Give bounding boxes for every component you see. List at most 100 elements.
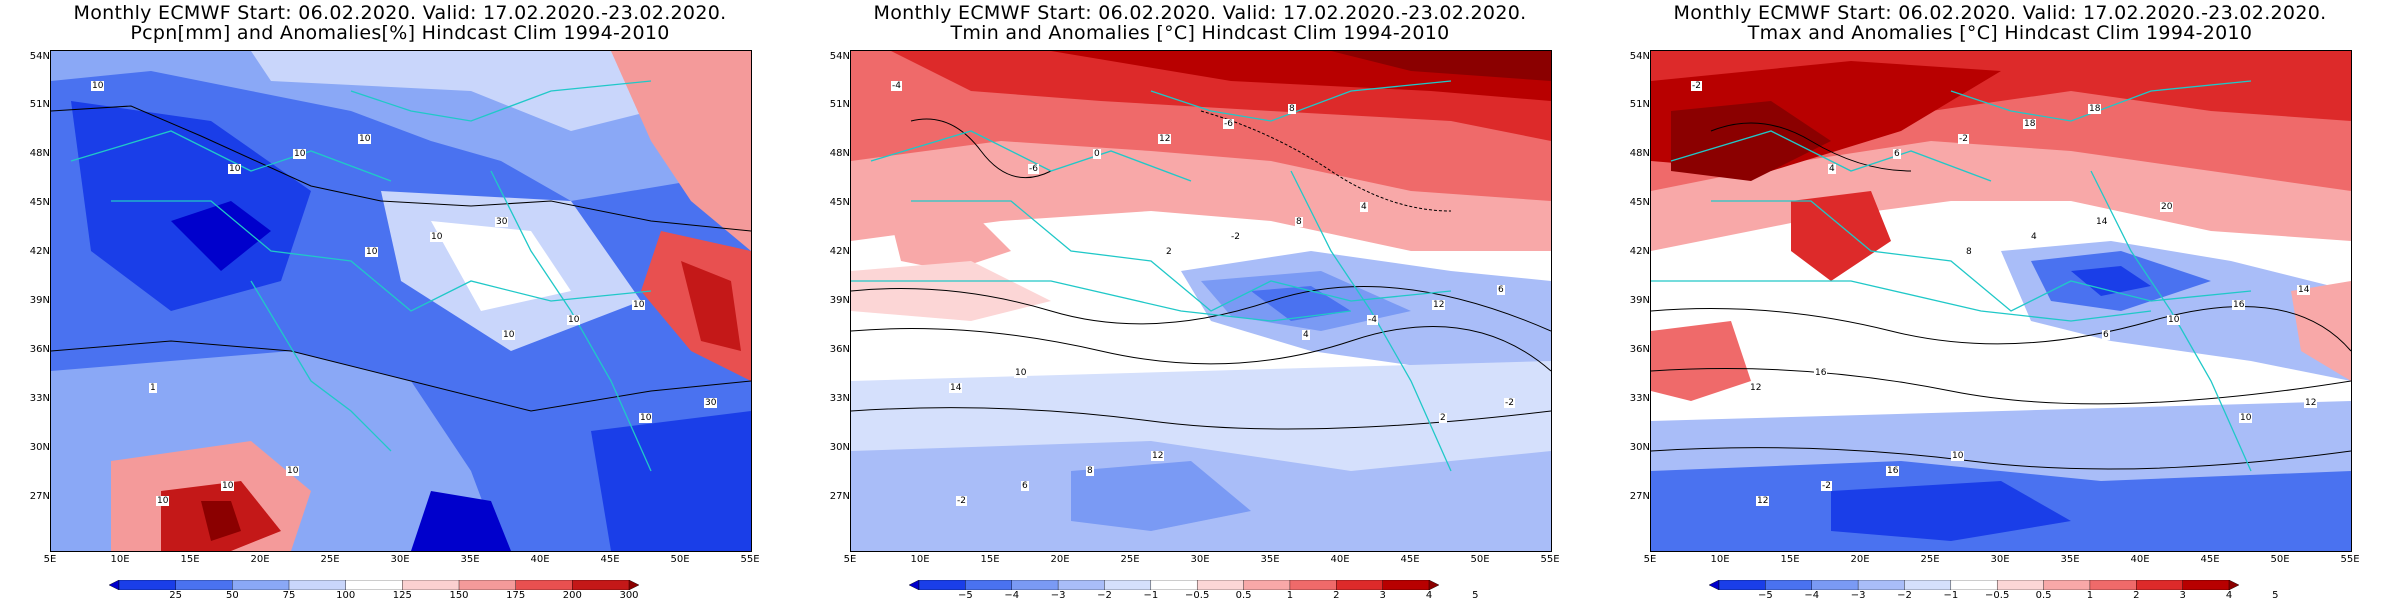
- longitude-tick-label: 45E: [1400, 554, 1420, 565]
- contour-label: 10: [91, 81, 105, 91]
- longitude-tick-label: 10E: [1710, 554, 1730, 565]
- tmin-field: [851, 51, 1551, 551]
- colorbar-segment: [1336, 580, 1384, 590]
- colorbar-label: −3: [1850, 590, 1866, 601]
- longitude-tick-label: 55E: [2340, 554, 2360, 565]
- colorbar-segment: [2089, 580, 2137, 590]
- colorbar-label: 300: [619, 590, 639, 601]
- latitude-tick-label: 30N: [1629, 442, 1650, 454]
- contour-label: -2: [1691, 81, 1702, 91]
- contour-label: 12: [1756, 496, 1770, 506]
- latitude-tick-label: 39N: [829, 295, 850, 307]
- colorbar-label: 0.5: [2035, 590, 2052, 601]
- colorbar-segment: [1950, 580, 1998, 590]
- colorbar-label: 200: [562, 590, 582, 601]
- longitude-tick-label: 5E: [1643, 554, 1657, 565]
- colorbar-segment: [918, 580, 967, 590]
- contour-label: 10: [632, 300, 646, 310]
- colorbar-segment: [1243, 580, 1291, 590]
- colorbar-segment: [232, 580, 290, 590]
- contour-label: 10: [502, 330, 516, 340]
- contour-label: 14: [2095, 217, 2109, 227]
- colorbar-segment: [288, 580, 347, 590]
- latitude-tick-label: 27N: [1629, 491, 1650, 503]
- colorbar-segment: [572, 580, 630, 590]
- latitude-tick-label: 30N: [29, 442, 50, 454]
- colorbar-segment: [1996, 580, 2045, 590]
- contour-label: -4: [891, 81, 902, 91]
- panel-title-line2: Pcpn[mm] and Anomalies[%] Hindcast Clim …: [130, 22, 670, 44]
- contour-label: 6: [1497, 285, 1505, 295]
- contour-label: 4: [1302, 330, 1310, 340]
- colorbar-label: −2: [1897, 590, 1912, 601]
- latitude-tick-label: 33N: [829, 393, 850, 405]
- contour-label: 10: [365, 247, 379, 257]
- colorbar-label: 4: [1425, 590, 1433, 601]
- latitude-tick-label: 45N: [29, 197, 50, 209]
- colorbar-segment: [175, 580, 234, 590]
- colorbar-label: 50: [225, 590, 239, 601]
- contour-label: 14: [949, 383, 963, 393]
- latitude-tick-label: 27N: [29, 491, 50, 503]
- colorbar-label: −1: [1943, 590, 1959, 601]
- colorbar-label: 3: [2179, 590, 2186, 601]
- colorbar-segment: [909, 580, 920, 590]
- panel-title-line1: Monthly ECMWF Start: 06.02.2020. Valid: …: [873, 2, 1527, 24]
- longitude-tick-label: 40E: [1330, 554, 1350, 565]
- contour-label: -2: [1230, 232, 1241, 242]
- longitude-tick-label: 40E: [2130, 554, 2150, 565]
- contour-label: 16: [1814, 368, 1828, 378]
- colorbar-segment: [118, 580, 177, 590]
- colorbar-segment: [515, 580, 574, 590]
- colorbar-label: −1: [1143, 590, 1159, 601]
- longitude-tick-label: 30E: [390, 554, 410, 565]
- tmax-field: [1651, 51, 2351, 551]
- contour-label: 8: [1288, 104, 1296, 114]
- contour-label: -2: [1958, 134, 1969, 144]
- colorbar-segment: [1057, 580, 1106, 590]
- contour-label: -2: [1504, 398, 1515, 408]
- colorbar-segment: [109, 580, 120, 590]
- colorbar-segment: [1196, 580, 1245, 590]
- colorbar-label: −4: [1804, 590, 1820, 601]
- contour-label: 6: [1893, 149, 1901, 159]
- colorbar-label: 2: [1333, 590, 1340, 601]
- colorbar-label: 1: [2086, 590, 2094, 601]
- colorbar-segment: [1011, 580, 1059, 590]
- contour-label: 18: [2023, 119, 2037, 129]
- colorbar-label: 75: [282, 590, 296, 601]
- longitude-tick-label: 35E: [1260, 554, 1280, 565]
- contour-label: 10: [221, 481, 235, 491]
- contour-label: 30: [495, 217, 509, 227]
- longitude-tick-label: 5E: [843, 554, 857, 565]
- longitude-tick-label: 50E: [670, 554, 690, 565]
- precip-field: [51, 51, 751, 551]
- contour-label: 10: [1951, 451, 1965, 461]
- tmin-map: -4 -6 2 4 2 -2 0 -2 -4 -2 6 12 8 12 14 8 -6 4 6 10 12 8: [850, 50, 1552, 552]
- colorbar-label: −2: [1097, 590, 1112, 601]
- panel-title-line1: Monthly ECMWF Start: 06.02.2020. Valid: …: [73, 2, 727, 24]
- contour-label: 4: [1828, 164, 1836, 174]
- longitude-tick-label: 10E: [110, 554, 130, 565]
- latitude-tick-label: 48N: [29, 148, 50, 160]
- contour-label: 10: [228, 164, 242, 174]
- contour-label: 12: [2304, 398, 2318, 408]
- latitude-tick-label: 45N: [829, 197, 850, 209]
- contour-label: 12: [1151, 451, 1165, 461]
- contour-label: -2: [956, 496, 967, 506]
- colorbar-segment: [1289, 580, 1337, 590]
- longitude-tick-label: 20E: [1850, 554, 1870, 565]
- precip-map: 10 10 10 10 10 10 10 10 10 30 10 10 30 10 1 10: [50, 50, 752, 552]
- latitude-tick-label: 54N: [1629, 50, 1650, 62]
- contour-label: 0: [1093, 149, 1101, 159]
- colorbar-label: 4: [2225, 590, 2233, 601]
- colorbar-label: 0.5: [1235, 590, 1252, 601]
- longitude-tick-label: 35E: [2060, 554, 2080, 565]
- contour-label: 12: [1749, 383, 1763, 393]
- longitude-tick-label: 30E: [1990, 554, 2010, 565]
- contour-label: 14: [2297, 285, 2311, 295]
- colorbar-segment: [402, 580, 460, 590]
- tmin-colorbar: [909, 580, 1439, 590]
- colorbar-segment: [1811, 580, 1859, 590]
- contour-label: -6: [1028, 164, 1039, 174]
